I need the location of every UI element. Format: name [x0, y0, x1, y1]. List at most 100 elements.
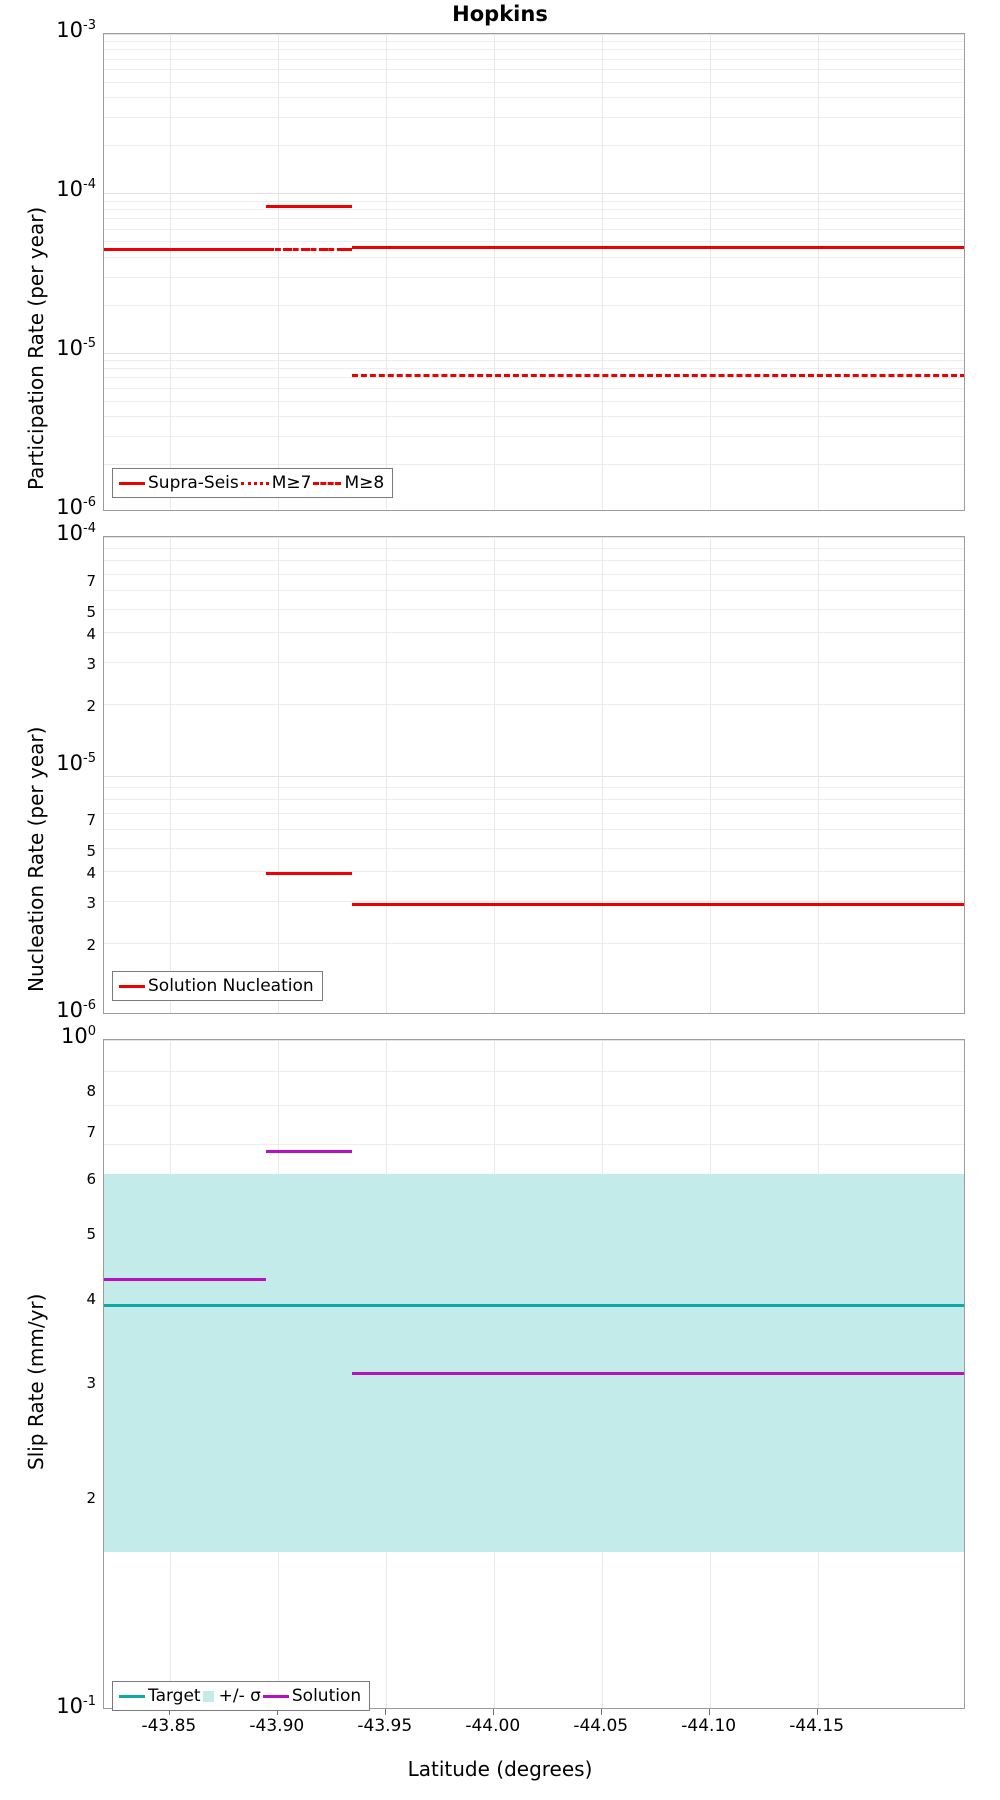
gridline-horizontal	[104, 1040, 964, 1041]
xtick-label-1: -43.90	[249, 1716, 305, 1736]
xtick-mark-5	[708, 1709, 710, 1715]
gridline-horizontal	[104, 560, 964, 562]
legend-participation[interactable]: Supra-Seis M≥7 M≥8	[112, 468, 394, 498]
ytick-nucleation-7a: 7	[86, 572, 96, 590]
legend-item-m7[interactable]: M≥7	[240, 473, 314, 493]
series-segment-m-8	[352, 373, 964, 377]
ytick-nucleation-1: 10-5	[56, 751, 96, 775]
series-segment-supra-seis	[104, 247, 266, 251]
gridline-horizontal	[104, 58, 964, 60]
ytick-participation-0: 10-3	[56, 18, 96, 42]
gridline-vertical	[385, 537, 387, 1013]
gridline-horizontal	[104, 590, 964, 592]
ytick-sliprate-0: 100	[60, 1024, 96, 1048]
ytick-sliprate-1: 10-1	[56, 1694, 96, 1718]
gridline-horizontal	[104, 799, 964, 801]
plot-area-participation	[103, 33, 965, 511]
series-segment-m-8	[265, 247, 353, 251]
xtick-mark-2	[384, 1709, 386, 1715]
gridline-horizontal	[104, 813, 964, 815]
series-segment-solution	[265, 1150, 353, 1154]
gridline-horizontal	[104, 69, 964, 71]
xtick-mark-6	[816, 1709, 818, 1715]
series-segment-solution-nucleation	[352, 902, 964, 906]
gridline-horizontal	[104, 416, 964, 418]
gridline-horizontal	[104, 377, 964, 379]
gridline-vertical	[601, 537, 603, 1013]
series-segment-solution-nucleation	[104, 1012, 266, 1013]
ytick-nucleation-3b: 3	[86, 894, 96, 912]
legend-swatch-supra-seis-icon	[119, 481, 145, 485]
gridline-vertical	[493, 537, 495, 1013]
plot-area-sliprate	[103, 1039, 965, 1709]
gridline-horizontal	[104, 359, 964, 361]
gridline-horizontal	[104, 276, 964, 278]
ytick-nucleation-5b: 5	[86, 842, 96, 860]
ytick-nucleation-0: 10-4	[56, 521, 96, 545]
gridline-vertical	[493, 34, 495, 510]
plot-area-nucleation	[103, 536, 965, 1014]
gridline-horizontal	[104, 786, 964, 788]
ytick-sliprate-7: 7	[86, 1123, 96, 1141]
gridline-horizontal	[104, 1143, 964, 1145]
gridline-horizontal	[104, 435, 964, 437]
legend-swatch-solution-icon	[262, 1694, 289, 1698]
legend-item-solution[interactable]: Solution	[262, 1686, 363, 1706]
legend-swatch-sigma-icon	[202, 1690, 214, 1702]
legend-sliprate[interactable]: Target +/- σ Solution	[112, 1681, 371, 1711]
xtick-mark-4	[600, 1709, 602, 1715]
series-segment-solution	[104, 1277, 266, 1281]
gridline-vertical	[169, 34, 171, 510]
ytick-nucleation-3a: 3	[86, 655, 96, 673]
gridline-horizontal	[104, 304, 964, 306]
series-segment-target	[104, 1304, 964, 1308]
series-segment-supra-seis	[265, 205, 353, 209]
legend-label-m7: M≥7	[271, 473, 312, 493]
legend-label-sigma: +/- σ	[218, 1686, 261, 1706]
gridline-horizontal	[104, 241, 964, 243]
sigma-band	[104, 1174, 964, 1553]
gridline-vertical	[277, 34, 279, 510]
legend-label-supra-seis: Supra-Seis	[148, 473, 239, 493]
xtick-mark-3	[492, 1709, 494, 1715]
legend-swatch-m8-icon	[313, 481, 342, 485]
xtick-mark-0	[168, 1709, 170, 1715]
gridline-vertical	[709, 537, 711, 1013]
legend-item-target[interactable]: Target	[119, 1686, 203, 1706]
ytick-sliprate-8: 8	[86, 1082, 96, 1100]
series-segment-supra-seis	[352, 245, 964, 249]
gridline-horizontal	[104, 632, 964, 634]
gridline-horizontal	[104, 228, 964, 230]
gridline-horizontal	[104, 49, 964, 51]
gridline-horizontal	[104, 661, 964, 663]
series-segment-solution-nucleation	[265, 872, 353, 876]
legend-item-sigma[interactable]: +/- σ	[202, 1686, 263, 1706]
gridline-horizontal	[104, 81, 964, 83]
gridline-horizontal	[104, 145, 964, 147]
ytick-nucleation-4a: 4	[86, 625, 96, 643]
gridline-horizontal	[104, 776, 964, 777]
ytick-sliprate-5: 5	[86, 1225, 96, 1243]
ytick-sliprate-3: 3	[86, 1374, 96, 1392]
gridline-horizontal	[104, 97, 964, 99]
legend-nucleation[interactable]: Solution Nucleation	[112, 971, 323, 1001]
gridline-horizontal	[104, 1070, 964, 1072]
ytick-participation-1: 10-4	[56, 177, 96, 201]
gridline-horizontal	[104, 193, 964, 195]
gridline-horizontal	[104, 547, 964, 549]
legend-item-m8[interactable]: M≥8	[313, 473, 386, 493]
xtick-label-0: -43.85	[141, 1716, 197, 1736]
gridline-horizontal	[104, 200, 964, 202]
series-segment-solution	[352, 1371, 964, 1375]
xtick-label-3: -44.00	[465, 1716, 521, 1736]
legend-item-supra-seis[interactable]: Supra-Seis	[119, 473, 241, 493]
ytick-nucleation-2a: 2	[86, 697, 96, 715]
ytick-nucleation-2b: 2	[86, 936, 96, 954]
gridline-vertical	[169, 537, 171, 1013]
gridline-horizontal	[104, 574, 964, 576]
gridline-horizontal	[104, 117, 964, 119]
legend-item-solution-nucleation[interactable]: Solution Nucleation	[119, 976, 316, 996]
gridline-vertical	[709, 34, 711, 510]
xtick-label-5: -44.10	[681, 1716, 737, 1736]
